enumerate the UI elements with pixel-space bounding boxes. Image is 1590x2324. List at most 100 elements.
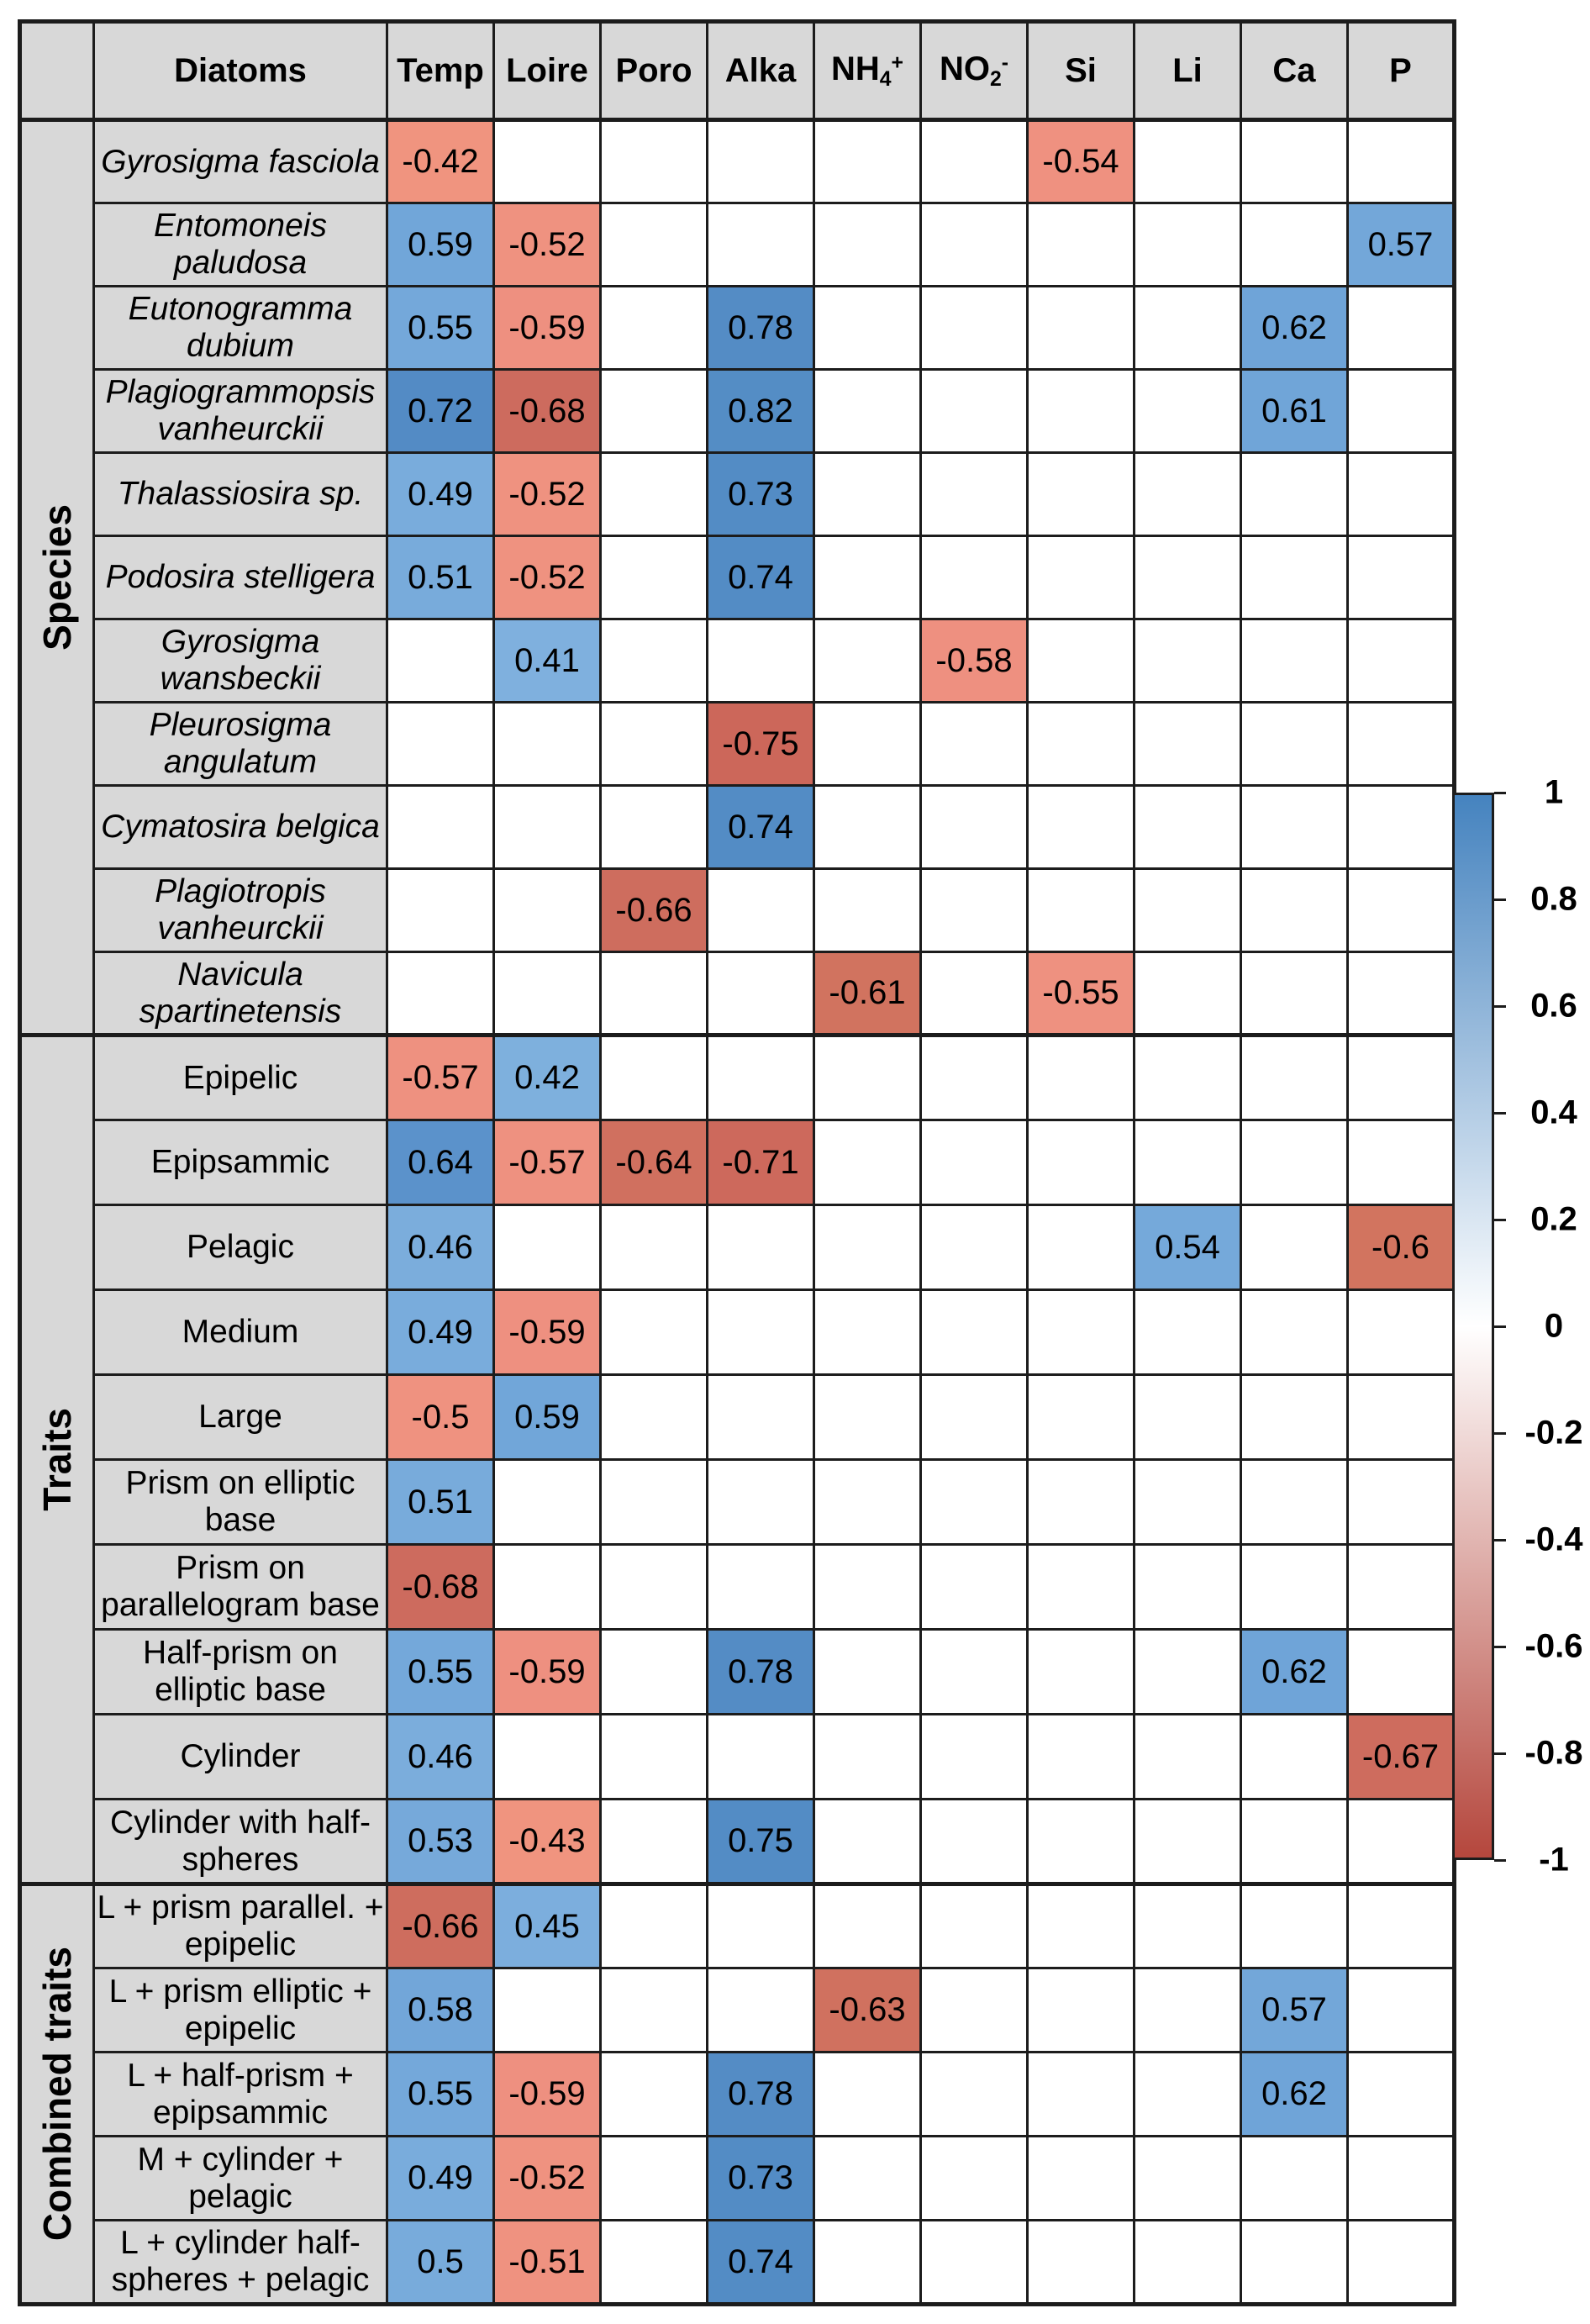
corner-cell (18, 20, 95, 122)
heatmap-cell-loire: -0.51 (492, 2219, 602, 2306)
heatmap-cell-p (1346, 1033, 1456, 1121)
heatmap-cell-nh4 (813, 451, 922, 537)
col-header-ca: Ca (1240, 20, 1349, 122)
colorbar-tick (1494, 1432, 1506, 1435)
heatmap-cell-poro (599, 1373, 708, 1461)
heatmap-cell-poro (599, 951, 708, 1036)
heatmap-cell-poro (599, 451, 708, 537)
heatmap-cell-loire: -0.59 (492, 285, 602, 371)
heatmap-cell-no2 (919, 1628, 1029, 1715)
heatmap-cell-alka (706, 118, 815, 204)
row-label: Navicula spartinetensis (92, 951, 388, 1036)
col-header-poro: Poro (599, 20, 708, 122)
heatmap-cell-nh4: -0.61 (813, 951, 922, 1036)
colorbar-tick-label: -0.6 (1524, 1627, 1583, 1665)
heatmap-cell-p: 0.57 (1346, 202, 1456, 287)
heatmap-cell-si (1026, 2051, 1135, 2137)
heatmap-cell-temp: 0.55 (386, 285, 495, 371)
heatmap-cell-nh4 (813, 2219, 922, 2306)
row-label: M + cylinder + pelagic (92, 2135, 388, 2221)
table-row: Thalassiosira sp. 0.49 -0.52 0.73 (20, 451, 1456, 537)
heatmap-cell-si: -0.54 (1026, 118, 1135, 204)
subscript: 4 (879, 67, 892, 91)
heatmap-cell-ca (1240, 784, 1349, 870)
heatmap-cell-p (1346, 118, 1456, 204)
heatmap-cell-temp: -0.42 (386, 118, 495, 204)
colorbar-gradient (1452, 793, 1494, 1860)
row-label: L + half-prism + epipsammic (92, 2051, 388, 2137)
heatmap-cell-poro (599, 701, 708, 787)
heatmap-cell-temp: -0.68 (386, 1543, 495, 1631)
heatmap-cell-p (1346, 1882, 1456, 1969)
heatmap-cell-nh4 (813, 118, 922, 204)
heatmap-cell-poro (599, 618, 708, 704)
row-label: Podosira stelligera (92, 535, 388, 620)
heatmap-cell-ca: 0.61 (1240, 368, 1349, 454)
colorbar-tick (1494, 1752, 1506, 1755)
heatmap-cell-temp: -0.66 (386, 1882, 495, 1969)
heatmap-cell-li (1133, 368, 1242, 454)
heatmap-cell-no2 (919, 118, 1029, 204)
heatmap-cell-li (1133, 1033, 1242, 1121)
heatmap-cell-p (1346, 2135, 1456, 2221)
heatmap-cell-alka (706, 1373, 815, 1461)
heatmap-cell-li (1133, 535, 1242, 620)
table-row: L + prism elliptic + epipelic 0.58 -0.63 0.… (20, 1967, 1456, 2053)
heatmap-cell-no2 (919, 1119, 1029, 1206)
heatmap-cell-poro (599, 1458, 708, 1546)
heatmap-cell-alka: 0.78 (706, 1628, 815, 1715)
row-label: Pelagic (92, 1204, 388, 1291)
heatmap-cell-si (1026, 1204, 1135, 1291)
heatmap-cell-temp: 0.46 (386, 1204, 495, 1291)
heatmap-cell-loire: -0.52 (492, 535, 602, 620)
heatmap-cell-p (1346, 2051, 1456, 2137)
heatmap-cell-ca (1240, 2219, 1349, 2306)
heatmap-cell-ca: 0.62 (1240, 1628, 1349, 1715)
heatmap-cell-nh4 (813, 1798, 922, 1885)
heatmap-cell-no2 (919, 1967, 1029, 2053)
heatmap-cell-ca (1240, 202, 1349, 287)
heatmap-cell-no2 (919, 2051, 1029, 2137)
heatmap-cell-poro (599, 1204, 708, 1291)
heatmap-cell-loire (492, 1204, 602, 1291)
heatmap-cell-no2 (919, 1458, 1029, 1546)
heatmap-cell-loire: 0.59 (492, 1373, 602, 1461)
heatmap-cell-nh4 (813, 1713, 922, 1800)
row-label: Eutonogramma dubium (92, 285, 388, 371)
table-row: M + cylinder + pelagic 0.49 -0.52 0.73 (20, 2135, 1456, 2221)
col-header-alka: Alka (706, 20, 815, 122)
heatmap-cell-li (1133, 1967, 1242, 2053)
correlation-table: Diatoms Temp Loire Poro Alka NH4+ NO2- Si Li Ca P S… (18, 19, 1456, 2306)
heatmap-cell-nh4 (813, 2135, 922, 2221)
heatmap-cell-ca (1240, 451, 1349, 537)
colorbar-tick (1494, 1859, 1506, 1862)
heatmap-cell-loire (492, 951, 602, 1036)
heatmap-cell-temp (386, 784, 495, 870)
row-label: Pleurosigma angulatum (92, 701, 388, 787)
heatmap-cell-si (1026, 535, 1135, 620)
heatmap-cell-poro (599, 1288, 708, 1376)
heatmap-cell-temp: 0.55 (386, 1628, 495, 1715)
heatmap-cell-loire (492, 784, 602, 870)
heatmap-cell-si (1026, 1543, 1135, 1631)
table-row: Podosira stelligera 0.51 -0.52 0.74 (20, 535, 1456, 620)
heatmap-cell-temp: 0.46 (386, 1713, 495, 1800)
heatmap-cell-loire: -0.52 (492, 202, 602, 287)
table-row: Prism on elliptic base 0.51 (20, 1458, 1456, 1546)
heatmap-cell-alka: 0.74 (706, 784, 815, 870)
heatmap-cell-temp (386, 701, 495, 787)
heatmap-cell-temp: 0.49 (386, 1288, 495, 1376)
heatmap-cell-loire: 0.41 (492, 618, 602, 704)
heatmap-cell-ca (1240, 1713, 1349, 1800)
heatmap-cell-no2 (919, 535, 1029, 620)
heatmap-cell-poro (599, 118, 708, 204)
heatmap-cell-p (1346, 1119, 1456, 1206)
heatmap-cell-poro (599, 2051, 708, 2137)
heatmap-cell-temp: 0.55 (386, 2051, 495, 2137)
heatmap-cell-no2 (919, 1798, 1029, 1885)
heatmap-cell-loire: -0.59 (492, 1288, 602, 1376)
heatmap-cell-li (1133, 451, 1242, 537)
heatmap-cell-poro (599, 2135, 708, 2221)
text-segment: NO (939, 50, 990, 87)
heatmap-cell-p (1346, 1458, 1456, 1546)
